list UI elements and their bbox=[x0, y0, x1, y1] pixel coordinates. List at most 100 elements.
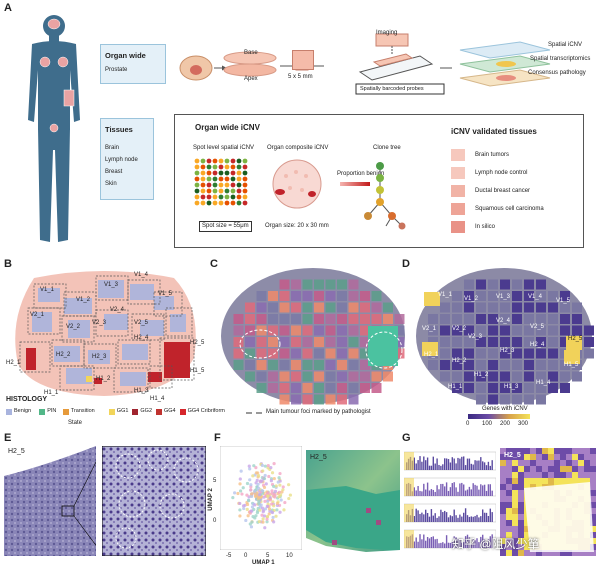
track-bar bbox=[442, 483, 444, 496]
umap-point bbox=[269, 466, 273, 470]
track-bar bbox=[474, 540, 476, 548]
cell bbox=[440, 360, 450, 370]
track-bar bbox=[415, 537, 417, 548]
cell bbox=[536, 314, 546, 324]
cell bbox=[476, 302, 486, 313]
cell bbox=[348, 337, 359, 347]
track-bar bbox=[487, 461, 490, 470]
he-sample-label: H2_5 bbox=[8, 448, 25, 455]
heat-cell bbox=[584, 448, 590, 454]
track-bar bbox=[457, 539, 459, 548]
track-bar bbox=[459, 514, 461, 522]
heat-cell bbox=[548, 550, 554, 556]
spot bbox=[218, 164, 224, 170]
cell bbox=[337, 314, 347, 324]
cell bbox=[279, 371, 290, 382]
heat-cell bbox=[524, 448, 530, 454]
legend-swatch bbox=[132, 409, 139, 415]
heat-cell bbox=[536, 460, 542, 466]
track-bar bbox=[449, 542, 452, 548]
heat-cell bbox=[512, 472, 518, 478]
spot bbox=[236, 164, 242, 170]
track-bar bbox=[419, 513, 421, 522]
cell bbox=[337, 291, 347, 301]
cell bbox=[291, 337, 301, 347]
heat-cell bbox=[512, 460, 518, 466]
section-label: V2_3 bbox=[92, 320, 107, 326]
heat-cell bbox=[518, 538, 524, 544]
cell bbox=[500, 394, 510, 405]
heat-cell bbox=[512, 508, 518, 514]
tumour-foci-legend: Main tumour foci marked by pathologist bbox=[266, 409, 371, 415]
heat-cell bbox=[590, 520, 596, 526]
spot bbox=[224, 176, 230, 182]
heat-cell bbox=[518, 466, 524, 472]
cell bbox=[302, 279, 313, 290]
heat-cell bbox=[524, 538, 530, 544]
heat-cell bbox=[506, 514, 512, 520]
cell bbox=[584, 337, 594, 347]
section-label: V2_3 bbox=[468, 334, 483, 340]
heat-cell bbox=[512, 538, 518, 544]
umap-point bbox=[249, 483, 253, 487]
cell bbox=[302, 325, 313, 336]
cell bbox=[348, 383, 359, 393]
umap-point bbox=[247, 499, 251, 503]
heat-cell bbox=[536, 478, 542, 484]
panel-label-f: F bbox=[214, 432, 221, 444]
umap-point bbox=[272, 492, 276, 496]
umap-point bbox=[287, 496, 291, 501]
umap-point bbox=[256, 482, 260, 486]
cell bbox=[302, 291, 313, 301]
umap-point bbox=[272, 484, 276, 488]
icnv-heatmap bbox=[500, 448, 596, 556]
heat-cell bbox=[548, 472, 554, 478]
track-bar bbox=[476, 460, 478, 470]
heat-cell bbox=[536, 448, 542, 454]
cell bbox=[428, 314, 438, 324]
cell bbox=[524, 383, 534, 393]
cell bbox=[512, 337, 522, 347]
track-bar bbox=[447, 459, 450, 470]
cell bbox=[348, 360, 359, 370]
spot bbox=[200, 194, 206, 200]
umap-point bbox=[261, 517, 265, 521]
track-bar bbox=[428, 516, 431, 522]
cell bbox=[548, 291, 558, 301]
umap-point bbox=[250, 520, 254, 524]
track-bar bbox=[491, 512, 493, 522]
track-bar bbox=[463, 512, 465, 522]
heat-cell bbox=[566, 550, 572, 556]
track-bar bbox=[434, 539, 436, 548]
umap-xtick: -5 bbox=[226, 553, 232, 559]
cell bbox=[452, 360, 462, 370]
organ-wide-sub: Prostate bbox=[105, 67, 128, 73]
spot bbox=[230, 164, 236, 170]
heat-cell bbox=[590, 460, 596, 466]
cell bbox=[348, 325, 359, 336]
cell bbox=[452, 302, 462, 313]
cell bbox=[337, 302, 347, 313]
umap-point bbox=[277, 476, 281, 480]
tissues-title: Tissues bbox=[105, 125, 133, 134]
spot bbox=[236, 182, 242, 188]
track-bar bbox=[476, 514, 478, 522]
tissue-item: Brain bbox=[105, 145, 120, 151]
cell bbox=[488, 371, 498, 382]
umap-point bbox=[251, 515, 255, 519]
track-bar bbox=[440, 483, 442, 496]
cell bbox=[325, 291, 336, 301]
cell bbox=[464, 279, 474, 290]
umap-point bbox=[238, 489, 243, 493]
cell bbox=[233, 337, 244, 347]
section-label: V2_4 bbox=[496, 318, 511, 324]
cell bbox=[524, 302, 534, 313]
umap-plot bbox=[220, 446, 302, 550]
track-bar bbox=[466, 515, 469, 522]
cell bbox=[279, 394, 290, 405]
heat-cell bbox=[530, 484, 536, 490]
probes-label: Spatially barcoded probes bbox=[360, 86, 424, 92]
cell bbox=[360, 360, 370, 370]
heat-cell bbox=[524, 484, 530, 490]
histology-map bbox=[15, 271, 196, 396]
